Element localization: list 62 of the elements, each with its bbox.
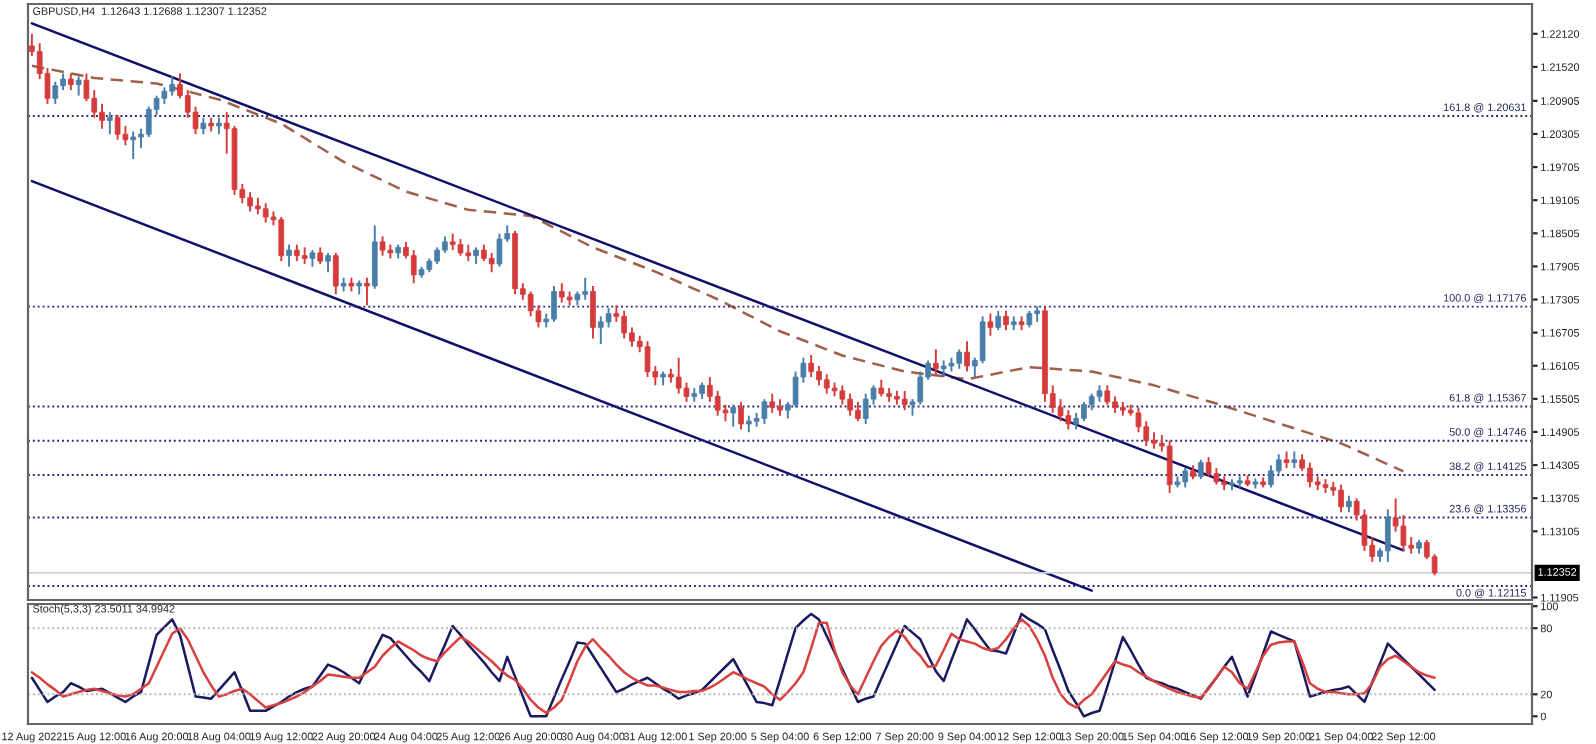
candlestick [1197, 458, 1204, 481]
candlestick [987, 312, 994, 337]
candlestick [130, 130, 137, 161]
candlestick [332, 251, 339, 296]
candlestick [114, 113, 121, 141]
candlestick [761, 398, 768, 425]
candlestick [278, 216, 285, 263]
candlestick [1205, 456, 1212, 478]
candlestick [410, 249, 417, 285]
candlestick [551, 285, 557, 323]
candlestick [738, 400, 744, 431]
candlestick [379, 235, 386, 257]
candlestick [1081, 400, 1087, 423]
candlestick [325, 251, 331, 274]
candlestick [99, 102, 105, 130]
candlestick [496, 232, 503, 268]
candlestick [75, 75, 82, 97]
candlestick [371, 224, 378, 290]
candlestick [979, 315, 986, 365]
candlestick [145, 105, 152, 138]
candlestick [675, 356, 682, 395]
candlestick [862, 392, 869, 425]
candlestick [1268, 464, 1274, 489]
candlestick [933, 348, 939, 376]
candlestick [286, 243, 292, 268]
candlestick [730, 403, 737, 428]
candlestick [1166, 439, 1173, 494]
candlestick [964, 340, 970, 373]
candlestick [1307, 461, 1313, 489]
candlestick [823, 373, 830, 395]
line-series [30, 64, 1405, 473]
candlestick [558, 282, 565, 304]
candlestick [847, 392, 853, 417]
candlestick [597, 315, 604, 345]
candlestick [707, 376, 713, 403]
candlestick [106, 111, 113, 136]
candlestick [590, 285, 596, 340]
candlestick [1104, 384, 1111, 406]
candlestick [839, 384, 846, 406]
candlestick [582, 276, 589, 301]
candlestick [917, 370, 924, 406]
candlestick [808, 354, 815, 379]
candlestick [1338, 483, 1344, 514]
candlestick [1385, 508, 1391, 563]
candlestick [247, 191, 253, 213]
candlestick [644, 340, 651, 379]
candlestick [1003, 309, 1009, 332]
candlestick [769, 392, 776, 414]
candlestick [488, 251, 495, 274]
candlestick [901, 389, 908, 412]
candlestick [714, 389, 721, 417]
candlestick [995, 309, 1002, 332]
candlestick [621, 309, 627, 340]
candlestick [52, 80, 59, 105]
candlestick [1182, 467, 1189, 489]
candlestick [364, 276, 370, 307]
candlestick [956, 348, 963, 370]
candlestick [262, 202, 269, 224]
candlestick [855, 400, 861, 423]
candlestick [1143, 420, 1150, 447]
candlestick [169, 75, 175, 97]
candlestick [816, 365, 822, 387]
